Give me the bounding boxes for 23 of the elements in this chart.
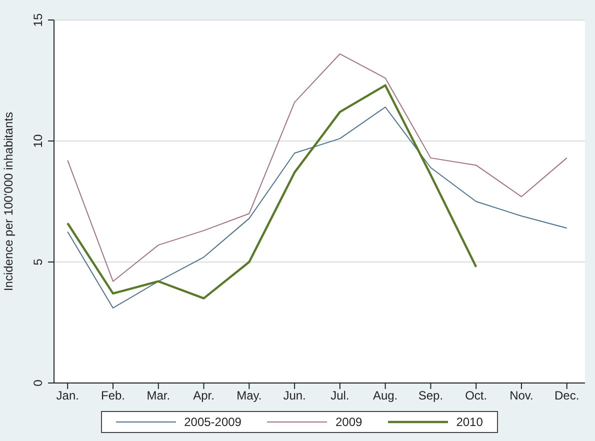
y-tick-label: 0 — [31, 379, 45, 386]
line-series — [67, 53, 568, 282]
y-tick-label: 10 — [31, 134, 45, 148]
x-tick-label: Dec. — [554, 388, 580, 403]
line-series — [66, 84, 478, 300]
x-tick-label: Oct. — [465, 388, 488, 403]
x-tick-label: May. — [236, 388, 262, 403]
y-axis-title: Incidence per 100'000 inhabitants — [1, 112, 16, 292]
legend-label: 2009 — [334, 415, 362, 429]
x-tick-label: Mar. — [146, 388, 170, 403]
y-tick-label: 15 — [31, 13, 45, 27]
legend-label: 2005-2009 — [183, 415, 242, 429]
y-tick-label: 5 — [31, 258, 45, 266]
legend-label: 2010 — [455, 415, 483, 429]
x-tick-label: Jul. — [330, 388, 350, 403]
line-series — [67, 106, 568, 308]
x-tick-label: Nov. — [510, 388, 534, 403]
x-tick-label: Feb. — [100, 388, 126, 403]
x-tick-label: Sep. — [418, 388, 444, 403]
x-tick-label: Apr. — [193, 388, 214, 403]
x-tick-label: Aug. — [372, 388, 398, 403]
x-tick-label: Jan. — [56, 388, 79, 403]
x-tick-label: Jun. — [283, 388, 306, 403]
